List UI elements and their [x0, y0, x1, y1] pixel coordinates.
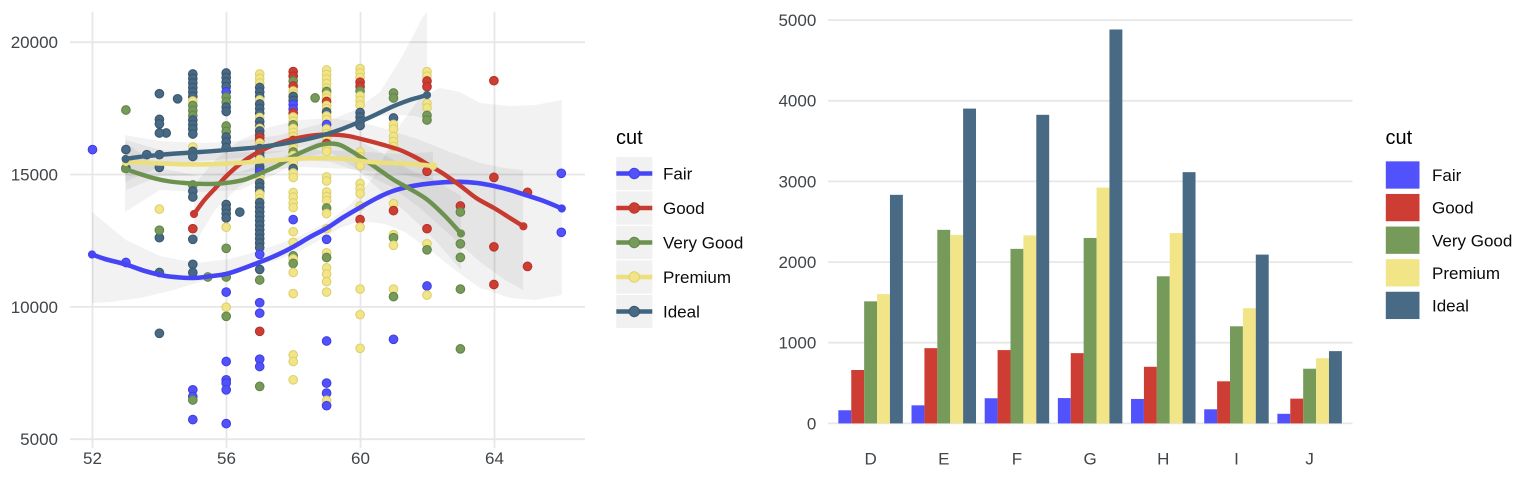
svg-text:2000: 2000	[778, 253, 816, 272]
svg-text:20000: 20000	[11, 33, 58, 52]
svg-text:10000: 10000	[11, 298, 58, 317]
svg-text:64: 64	[485, 449, 504, 468]
svg-text:Good: Good	[663, 199, 705, 218]
svg-text:60: 60	[351, 449, 370, 468]
svg-text:56: 56	[217, 449, 236, 468]
svg-text:1000: 1000	[778, 334, 816, 353]
svg-text:cut: cut	[616, 127, 643, 149]
svg-text:52: 52	[83, 449, 102, 468]
svg-text:5000: 5000	[20, 430, 58, 449]
svg-text:4000: 4000	[778, 92, 816, 111]
svg-text:Good: Good	[1432, 199, 1474, 218]
svg-text:F: F	[1012, 449, 1022, 468]
svg-text:G: G	[1083, 449, 1096, 468]
svg-text:Fair: Fair	[1432, 166, 1462, 185]
svg-text:Premium: Premium	[663, 268, 731, 287]
svg-text:E: E	[938, 449, 949, 468]
svg-text:Fair: Fair	[663, 165, 693, 184]
svg-text:H: H	[1157, 449, 1169, 468]
svg-text:I: I	[1234, 449, 1239, 468]
svg-text:15000: 15000	[11, 165, 58, 184]
svg-text:Very Good: Very Good	[663, 234, 743, 253]
svg-text:Ideal: Ideal	[663, 303, 700, 322]
svg-text:Very Good: Very Good	[1432, 231, 1512, 250]
svg-text:Premium: Premium	[1432, 264, 1500, 283]
svg-text:0: 0	[807, 414, 816, 433]
svg-text:3000: 3000	[778, 172, 816, 191]
svg-text:cut: cut	[1386, 127, 1413, 149]
svg-text:5000: 5000	[778, 11, 816, 30]
svg-text:J: J	[1305, 449, 1314, 468]
svg-text:D: D	[864, 449, 876, 468]
svg-text:Ideal: Ideal	[1432, 297, 1469, 316]
